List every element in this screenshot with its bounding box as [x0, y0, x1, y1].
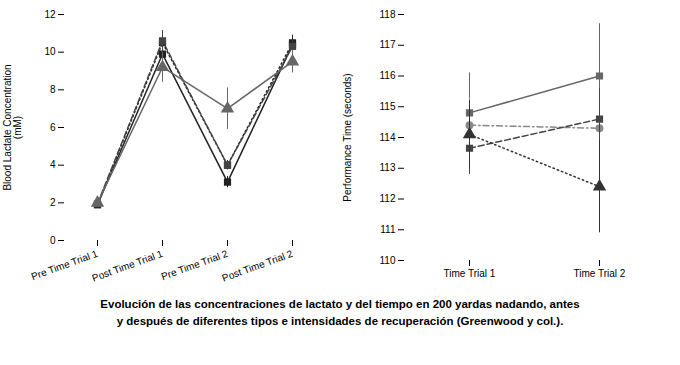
svg-text:Pre Time Trial 2: Pre Time Trial 2: [160, 248, 230, 282]
svg-text:113: 113: [380, 162, 396, 173]
svg-text:Performance Time (seconds): Performance Time (seconds): [342, 73, 353, 201]
svg-text:115: 115: [380, 101, 396, 112]
svg-text:Time Trial 1: Time Trial 1: [444, 268, 496, 279]
svg-text:112: 112: [380, 193, 396, 204]
svg-text:4: 4: [50, 159, 56, 170]
svg-text:Post Time Trial 2: Post Time Trial 2: [221, 248, 295, 284]
svg-text:Pre Time Trial 1: Pre Time Trial 1: [30, 248, 100, 282]
svg-text:110: 110: [380, 255, 396, 266]
svg-text:Time Trial 2: Time Trial 2: [574, 268, 626, 279]
html-text:Evolución de las concentracion: Evolución de las concentraciones de lact…: [100, 298, 580, 327]
svg-text:12: 12: [44, 9, 56, 20]
svg-text:10: 10: [44, 46, 56, 57]
svg-text:Blood Lactate Concentration(mM: Blood Lactate Concentration(mM): [2, 64, 23, 190]
svg-text:8: 8: [50, 84, 56, 95]
svg-text:2: 2: [50, 197, 56, 208]
svg-text:116: 116: [380, 70, 396, 81]
svg-text:0: 0: [50, 235, 56, 246]
svg-text:111: 111: [380, 224, 396, 235]
svg-text:114: 114: [380, 132, 396, 143]
svg-text:117: 117: [380, 39, 396, 50]
svg-text:6: 6: [50, 122, 56, 133]
svg-text:118: 118: [380, 9, 396, 20]
svg-text:Post Time Trial 1: Post Time Trial 1: [91, 248, 165, 284]
